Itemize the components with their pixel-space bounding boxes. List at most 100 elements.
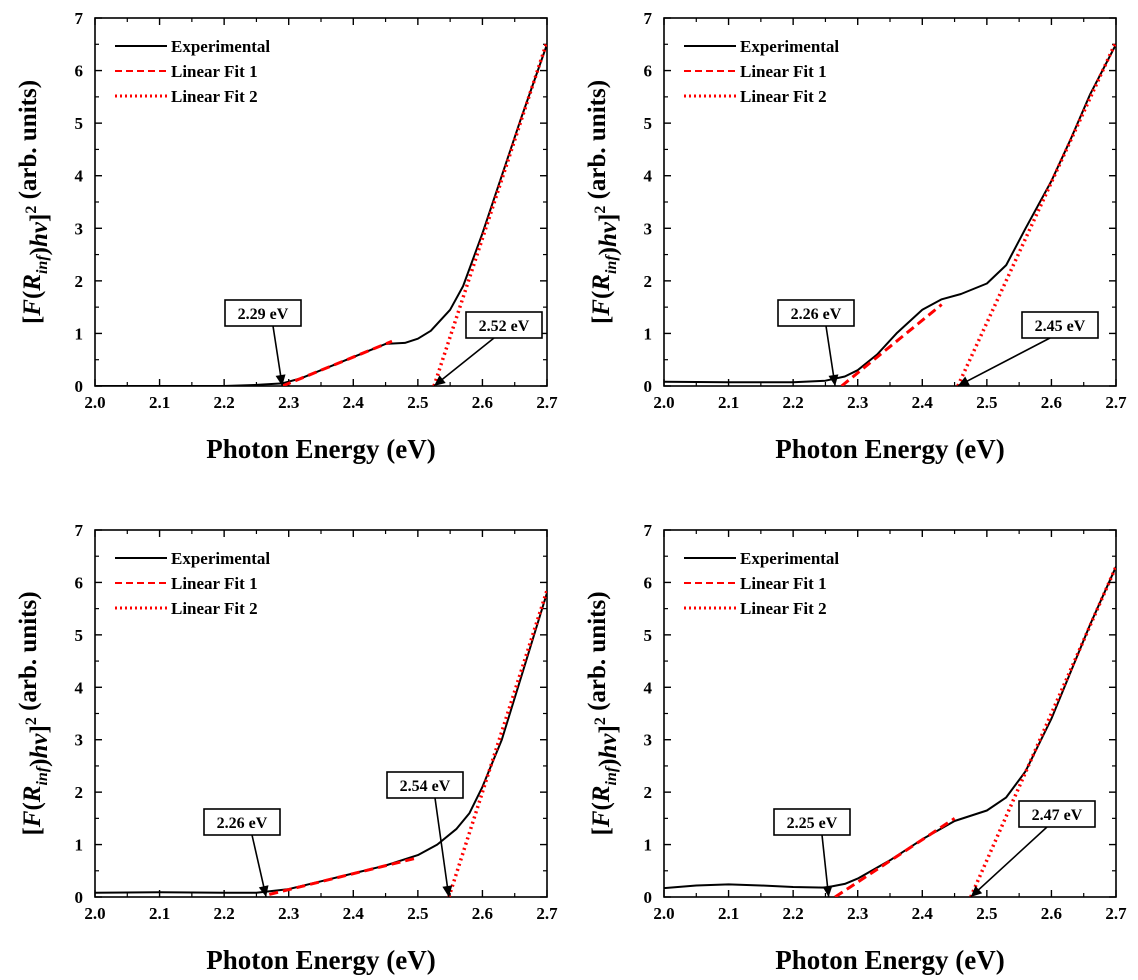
- y-axis-label-part: R: [19, 786, 46, 804]
- x-tick-label: 2.4: [912, 904, 934, 923]
- annotation-arrow: [970, 826, 1048, 898]
- series-group: [95, 41, 547, 386]
- y-tick-label: 6: [75, 573, 84, 592]
- chart-panel-4: 2.0 2.1 2.2 2.3 2.4 2.5 2.6 2.7 0 1 2 3 4 5 6 7 Photon E…: [584, 521, 1127, 975]
- series-linear-fit-1: [281, 339, 393, 386]
- x-tick-label: 2.1: [149, 393, 170, 412]
- series-experimental: [95, 43, 547, 386]
- x-tick-label: 2.7: [536, 393, 558, 412]
- x-tick-label: 2.3: [278, 904, 299, 923]
- y-axis-label-part: inf: [603, 254, 620, 274]
- legend-entry: Linear Fit 2: [171, 599, 258, 618]
- annotation-label: 2.25 eV: [787, 815, 838, 832]
- x-tick-label: 2.2: [783, 904, 804, 923]
- annotation-box: [203, 808, 281, 836]
- x-tick-label: 2.0: [84, 904, 105, 923]
- y-axis-label-part: ]: [595, 214, 622, 222]
- annotation-label: 2.26 eV: [217, 815, 268, 832]
- y-tick-label: 2: [644, 272, 653, 291]
- y-tick-label: 0: [75, 377, 84, 396]
- y-axis-label-part: (arb. units): [584, 591, 611, 717]
- x-axis-label: Photon Energy (eV): [775, 434, 1004, 464]
- y-axis-label-part: ν: [26, 221, 53, 233]
- y-tick-label: 1: [75, 836, 84, 855]
- x-tick-label: 2.6: [1041, 393, 1062, 412]
- annotation-arrowhead: [442, 885, 453, 897]
- y-axis-label-part: 2: [23, 717, 40, 725]
- y-axis-label-part: [: [588, 827, 615, 835]
- annotation-label: 2.45 eV: [1035, 318, 1086, 335]
- y-axis-label-part: F: [588, 810, 615, 828]
- y-tick-label: 4: [75, 167, 84, 186]
- annotation-box: [465, 311, 543, 339]
- annotation-arrowhead: [957, 376, 970, 386]
- y-tick-label: 7: [644, 9, 653, 28]
- y-tick-label: 0: [644, 888, 653, 907]
- y-axis-label-part: 2: [592, 717, 609, 725]
- legend-entry: Linear Fit 2: [740, 87, 827, 106]
- x-tick-label: 2.0: [653, 393, 674, 412]
- y-tick-label: 2: [75, 783, 84, 802]
- y-axis-label-part: R: [588, 274, 615, 292]
- y-tick-label: 3: [75, 219, 84, 238]
- x-tick-label: 2.7: [1105, 393, 1127, 412]
- x-tick-label: 2.1: [149, 904, 170, 923]
- annotation-label: 2.52 eV: [479, 318, 530, 335]
- x-tick-label: 2.4: [912, 393, 934, 412]
- x-tick-label: 2.6: [472, 393, 493, 412]
- legend-entry: Linear Fit 1: [740, 62, 827, 81]
- y-axis-label-part: h: [26, 233, 53, 247]
- y-tick-label: 1: [75, 324, 84, 343]
- y-axis-label: [F(Rinf)hν]2 (arb. units): [15, 591, 53, 835]
- annotation-arrow: [957, 337, 1051, 387]
- y-tick-label: 5: [75, 114, 84, 133]
- series-linear-fit-1: [268, 856, 419, 896]
- y-axis-label-part: (arb. units): [584, 80, 611, 206]
- series-linear-fit-1: [840, 303, 943, 386]
- x-axis-label: Photon Energy (eV): [775, 945, 1004, 975]
- x-axis-label: Photon Energy (eV): [206, 434, 435, 464]
- y-tick-label: 4: [75, 678, 84, 697]
- y-axis-label-part: inf: [34, 765, 51, 785]
- annotation-arrowhead: [434, 375, 446, 386]
- annotation-box: [386, 771, 464, 799]
- series-experimental: [95, 592, 547, 894]
- y-axis-label-part: h: [26, 745, 53, 759]
- y-axis-label-part: (arb. units): [15, 80, 42, 206]
- annotation-arrow: [433, 337, 495, 387]
- series-group: [664, 565, 1116, 897]
- y-tick-label: 4: [644, 678, 653, 697]
- annotation-box: [224, 299, 302, 327]
- series-linear-fit-1: [834, 817, 956, 897]
- y-axis-label: [F(Rinf)hν]2 (arb. units): [15, 80, 53, 324]
- legend-entry: Linear Fit 1: [740, 574, 827, 593]
- legend-entry: Linear Fit 2: [171, 87, 258, 106]
- series-experimental: [664, 566, 1116, 890]
- x-tick-label: 2.0: [84, 393, 105, 412]
- y-tick-label: 2: [644, 783, 653, 802]
- y-axis-label-part: (: [19, 291, 46, 299]
- y-axis-label-part: ): [26, 247, 53, 255]
- annotation-arrowhead: [822, 885, 833, 897]
- y-axis-label-part: ]: [595, 725, 622, 733]
- annotation-arrowhead: [828, 374, 839, 386]
- y-axis-label-part: (: [19, 802, 46, 810]
- y-tick-label: 1: [644, 836, 653, 855]
- y-axis-label-part: R: [19, 274, 46, 292]
- y-axis-label-part: [: [19, 316, 46, 324]
- y-axis-label-part: ]: [26, 725, 53, 733]
- y-axis-label-part: h: [595, 745, 622, 759]
- y-tick-label: 5: [644, 114, 653, 133]
- x-tick-label: 2.1: [718, 904, 739, 923]
- annotation-arrowhead: [275, 374, 286, 386]
- x-tick-label: 2.6: [472, 904, 493, 923]
- legend-entry: Experimental: [171, 37, 270, 56]
- y-tick-label: 1: [644, 324, 653, 343]
- series-experimental: [664, 43, 1116, 384]
- y-axis-label-part: inf: [34, 254, 51, 274]
- annotation-label: 2.54 eV: [400, 778, 451, 795]
- y-axis-label-part: (arb. units): [15, 591, 42, 717]
- legend-entry: Linear Fit 1: [171, 574, 258, 593]
- y-tick-label: 7: [644, 521, 653, 540]
